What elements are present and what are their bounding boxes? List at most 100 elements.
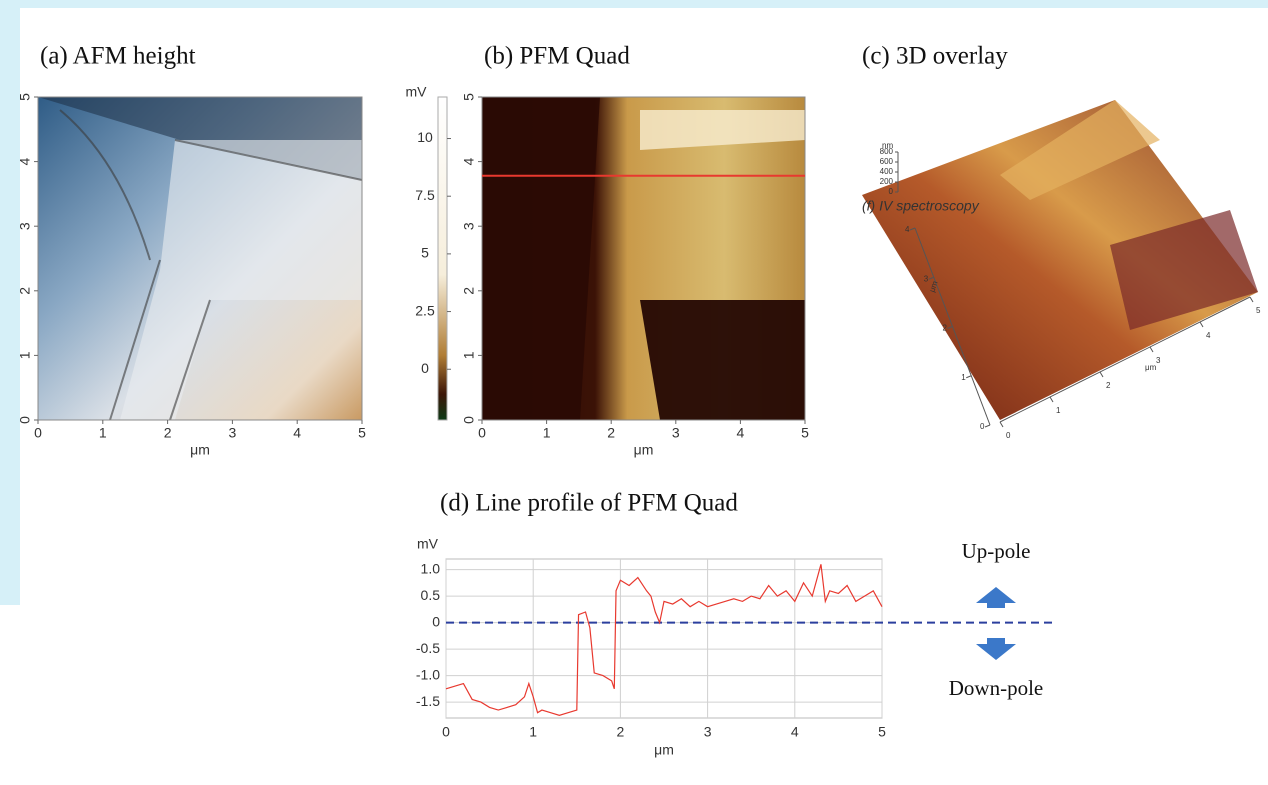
surface-ridge xyxy=(1000,100,1160,200)
x-tick-label: 5 xyxy=(1256,306,1261,315)
x-tick-label: 1 xyxy=(543,425,551,441)
y-tick-label: -0.5 xyxy=(416,640,440,656)
pfm-dark-right xyxy=(640,300,805,420)
y-tick-label: 3 xyxy=(924,274,929,283)
y-tick-label: 1 xyxy=(461,351,477,359)
y-tick-label: 0 xyxy=(461,416,477,424)
colorbar xyxy=(437,96,448,421)
x-tick xyxy=(1049,396,1054,403)
x-axis-label: μm xyxy=(1145,363,1157,372)
colorbar-tick-label: 7.5 xyxy=(415,187,435,203)
up-arrow xyxy=(976,587,1016,608)
y-tick-label: 1.0 xyxy=(421,560,441,576)
image-frame xyxy=(481,96,806,421)
panel-title: (b) PFM Quad xyxy=(484,43,630,70)
x-tick-label: 4 xyxy=(293,425,301,441)
annotation: Down-pole xyxy=(949,676,1043,700)
y-tick-label: 2 xyxy=(943,324,948,333)
y-tick-label: 5 xyxy=(17,93,33,101)
z-tick-label: 800 xyxy=(880,147,894,156)
x-tick xyxy=(1199,321,1204,328)
x-tick-label: 0 xyxy=(478,425,486,441)
colorbar-tick-label: 5 xyxy=(421,245,429,261)
x-tick-label: 4 xyxy=(737,425,745,441)
z-tick-label: 0 xyxy=(889,187,894,196)
x-tick-label: 1 xyxy=(1056,406,1061,415)
annotation: Up-pole xyxy=(962,539,1031,563)
y-tick-label: 2 xyxy=(17,287,33,295)
x-tick xyxy=(1099,371,1104,378)
x-tick-label: 5 xyxy=(358,425,366,441)
x-tick-label: 2 xyxy=(607,425,615,441)
colorbar-label: mV xyxy=(406,84,428,100)
y-tick-label: 2 xyxy=(461,287,477,295)
image-frame xyxy=(37,96,363,421)
y-tick xyxy=(947,326,953,329)
surface-block xyxy=(1110,210,1258,330)
x-tick-label: 5 xyxy=(878,724,886,740)
frame-top xyxy=(0,0,1268,8)
z-axis-label: nm xyxy=(882,141,893,150)
x-tick-label: 3 xyxy=(704,724,712,740)
down-arrow xyxy=(976,638,1016,660)
y-axis-label: μm xyxy=(927,279,939,293)
afm-terrace xyxy=(120,140,362,420)
x-tick xyxy=(1249,296,1254,303)
y-tick xyxy=(909,227,916,231)
y-tick-label: 3 xyxy=(17,222,33,230)
y-tick xyxy=(928,276,934,280)
plot-frame xyxy=(445,558,883,719)
pfm-dark-left xyxy=(482,97,600,420)
y-tick-label: 1 xyxy=(17,351,33,359)
y-tick-label: 4 xyxy=(17,157,33,165)
colorbar-tick-label: 10 xyxy=(417,129,433,145)
z-tick-label: 600 xyxy=(880,157,894,166)
x-tick xyxy=(999,421,1004,428)
afm-edges xyxy=(59,109,363,421)
x-tick-label: 1 xyxy=(99,425,107,441)
panel-title: (d) Line profile of PFM Quad xyxy=(440,490,738,517)
x-tick-label: 2 xyxy=(617,724,625,740)
x-axis-label: μm xyxy=(634,442,654,458)
y-tick-label: -1.5 xyxy=(416,693,440,709)
panel-title: (c) 3D overlay xyxy=(862,43,1008,70)
y-axis-label: mV xyxy=(417,536,439,552)
x-tick-label: 5 xyxy=(801,425,809,441)
y-tick-label: 5 xyxy=(461,93,477,101)
x-tick xyxy=(1149,346,1154,353)
y-tick-label: 1 xyxy=(961,373,966,382)
x-tick-label: 4 xyxy=(1206,331,1211,340)
frame-left xyxy=(0,0,20,605)
pfm-bright xyxy=(640,110,805,150)
colorbar-tick-label: 0 xyxy=(421,360,429,376)
y-tick-label: -1.0 xyxy=(416,666,440,682)
y-tick-label: 0 xyxy=(17,416,33,424)
x-tick-label: 0 xyxy=(1006,431,1011,440)
x-tick-label: 3 xyxy=(229,425,237,441)
colorbar-tick-label: 2.5 xyxy=(415,302,435,318)
z-tick-label: 200 xyxy=(880,177,894,186)
x-tick-label: 0 xyxy=(442,724,450,740)
x-tick-label: 4 xyxy=(791,724,799,740)
x-tick-label: 2 xyxy=(1106,381,1111,390)
y-tick xyxy=(966,375,972,379)
panel-title: (a) AFM height xyxy=(40,43,196,70)
y-tick xyxy=(984,424,991,428)
annotation: (f) IV spectroscopy xyxy=(862,198,980,214)
y-tick-label: 0.5 xyxy=(421,587,441,603)
y-tick-label: 0 xyxy=(432,613,440,629)
x-axis xyxy=(999,296,1251,423)
x-tick-label: 0 xyxy=(34,425,42,441)
y-tick-label: 4 xyxy=(905,225,910,234)
y-tick-label: 3 xyxy=(461,222,477,230)
x-axis-label: μm xyxy=(190,442,210,458)
x-axis-label: μm xyxy=(654,742,674,758)
x-tick-label: 3 xyxy=(1156,356,1161,365)
x-tick-label: 2 xyxy=(164,425,172,441)
profile-curve xyxy=(445,564,883,716)
surface xyxy=(862,100,1258,420)
y-tick-label: 4 xyxy=(461,157,477,165)
z-tick-label: 400 xyxy=(880,167,894,176)
